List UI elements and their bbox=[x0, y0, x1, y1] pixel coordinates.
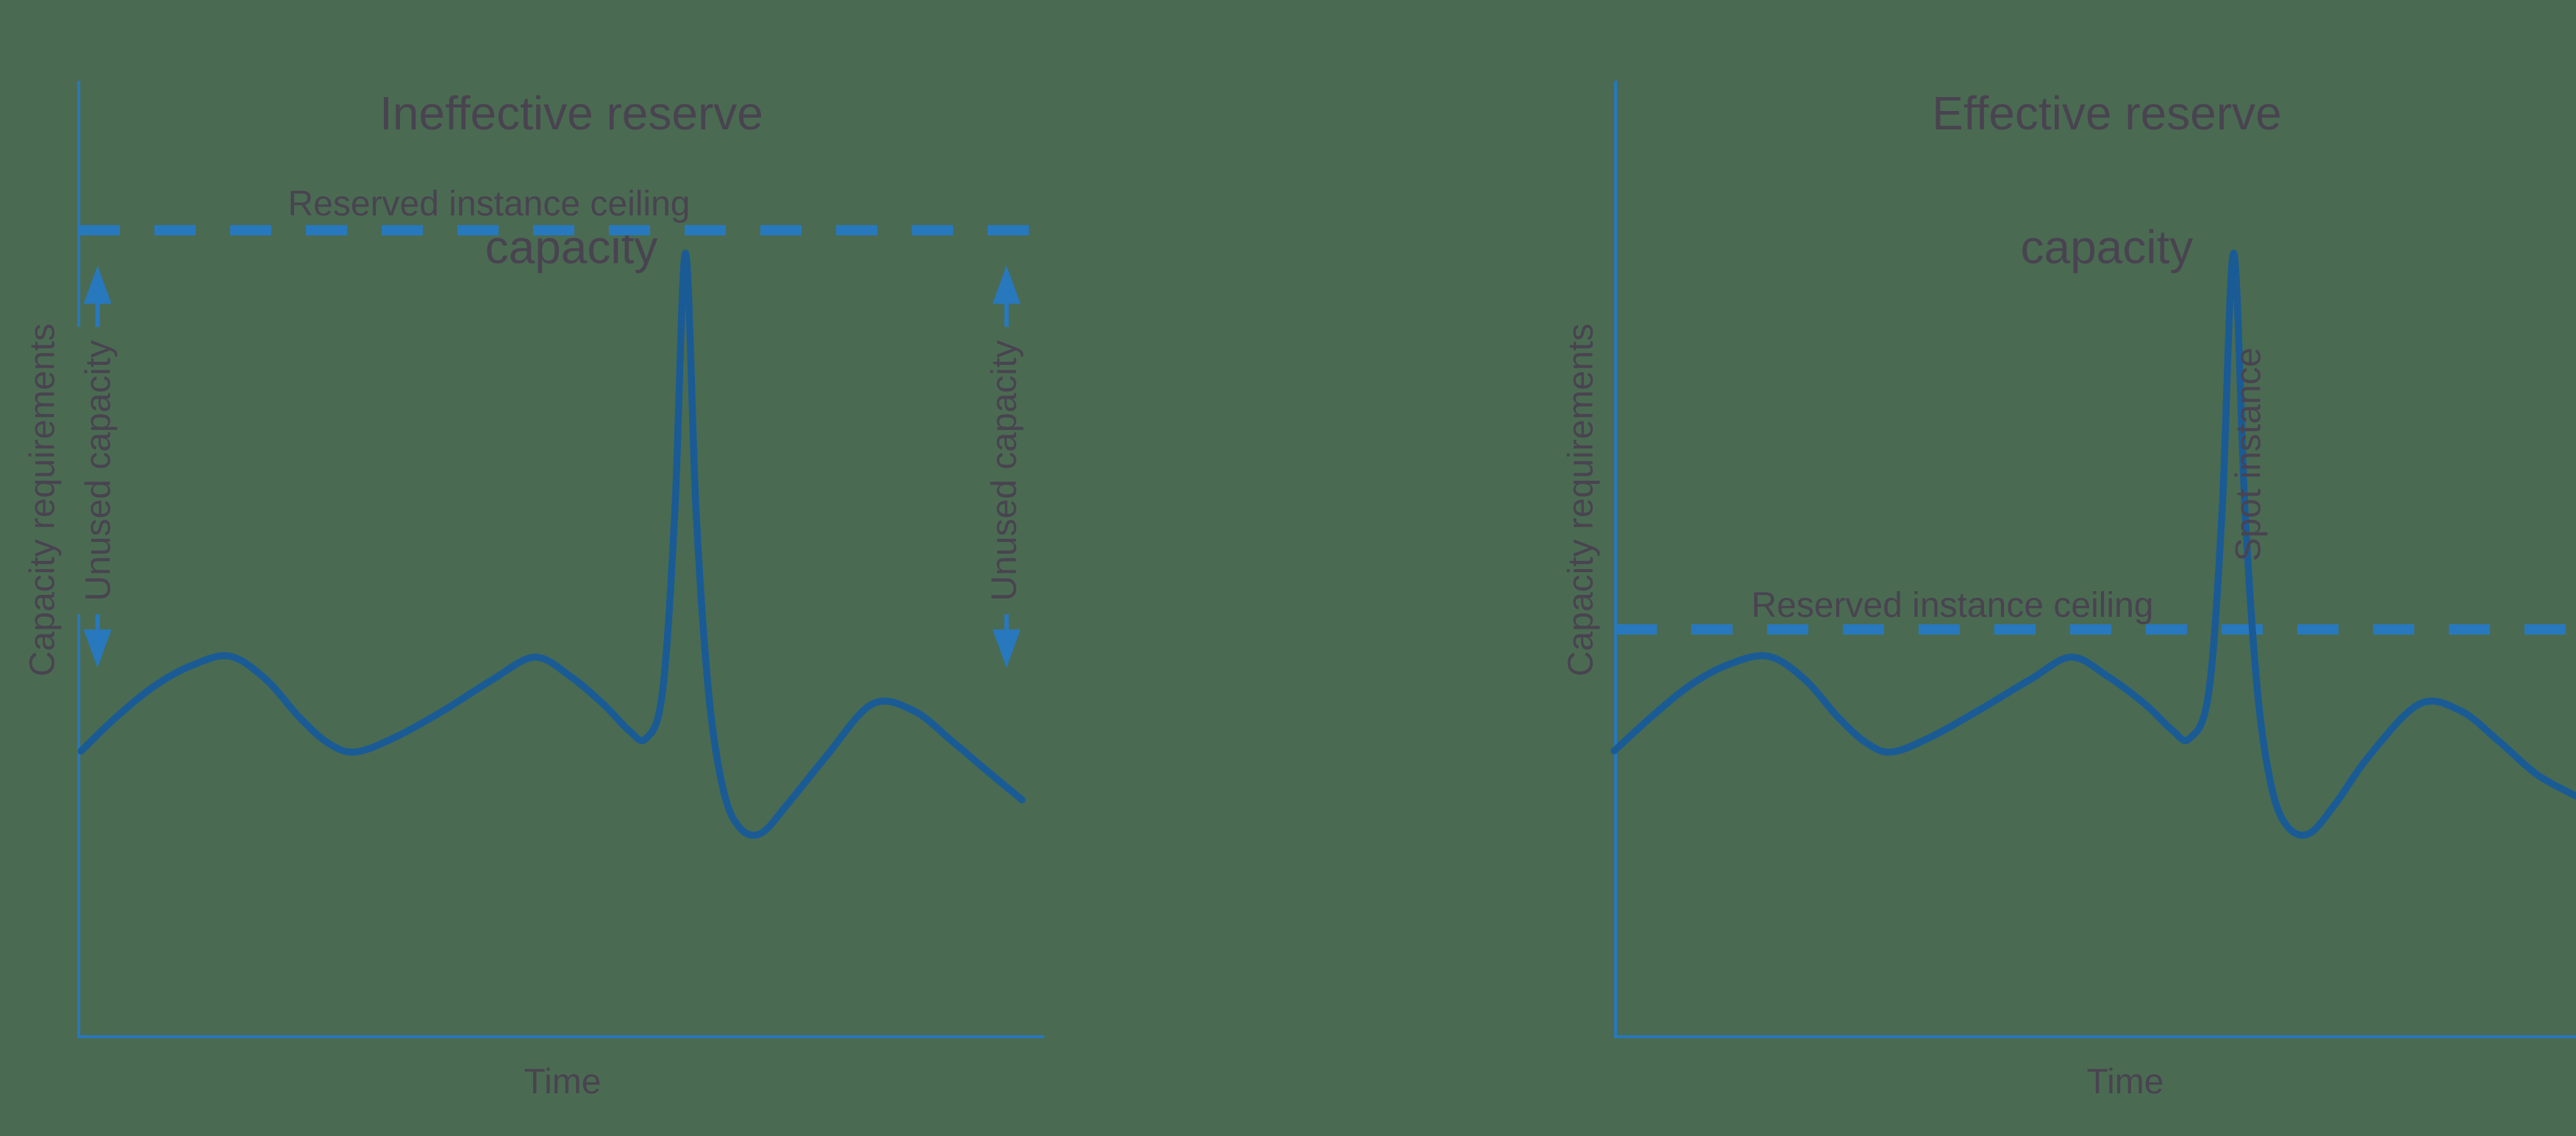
spot-instance-label: Spot instance bbox=[2229, 347, 2269, 562]
y-axis-label-capacity-requirements: Capacity requirements bbox=[1561, 323, 1601, 677]
arrowhead-up-icon bbox=[83, 265, 112, 304]
capacity-demand-curve bbox=[1610, 249, 2576, 839]
ineffective-reserve-chart: Ineffective reserve capacity Reserved in… bbox=[0, 0, 1136, 1136]
x-axis-label-time: Time bbox=[2086, 1062, 2164, 1101]
chart-title-line1: Effective reserve bbox=[1932, 86, 2282, 140]
x-axis-label-time: Time bbox=[524, 1062, 602, 1101]
capacity-demand-curve bbox=[77, 249, 1026, 839]
chart-title-effective: Effective reserve capacity bbox=[1932, 13, 2281, 281]
chart-title-line1: Ineffective reserve bbox=[379, 86, 763, 140]
arrowhead-down-icon bbox=[992, 629, 1021, 668]
reserved-instance-ceiling-label: Reserved instance ceiling bbox=[288, 185, 691, 224]
reserved-instance-ceiling-label: Reserved instance ceiling bbox=[1751, 586, 2154, 625]
unused-capacity-label-left: Unused capacity bbox=[76, 326, 121, 615]
ineffective-chart-canvas bbox=[77, 81, 1044, 1038]
effective-chart-canvas bbox=[1610, 81, 2576, 1038]
chart-title-line2: capacity bbox=[2020, 220, 2194, 274]
y-axis-label-capacity-requirements: Capacity requirements bbox=[23, 323, 63, 677]
unused-capacity-label-right: Unused capacity bbox=[982, 326, 1027, 615]
chart-title-ineffective: Ineffective reserve capacity bbox=[379, 13, 763, 281]
arrowhead-up-icon bbox=[992, 265, 1021, 304]
arrowhead-down-icon bbox=[83, 629, 112, 668]
effective-reserve-chart: Effective reserve capacity Reserved inst… bbox=[1544, 0, 2576, 1136]
